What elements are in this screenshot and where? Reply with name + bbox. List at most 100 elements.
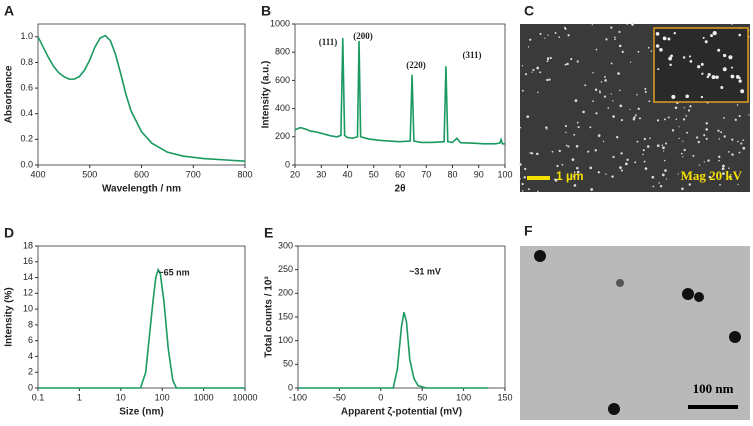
speck [729,175,732,179]
y-tick-label: 200 [275,131,290,141]
speck [531,71,533,73]
speck [686,131,689,134]
speck [682,118,686,121]
speck [527,46,530,48]
speck [742,139,745,141]
speck [740,142,743,145]
y-tick-label: 100 [278,335,293,345]
speck [700,95,704,99]
speck [638,117,642,120]
speck [717,129,720,132]
x-tick-label: 20 [290,169,300,179]
speck [738,151,741,154]
speck [573,171,576,173]
speck [651,175,655,179]
speck [738,33,742,37]
y-tick-label: 0 [285,159,290,169]
speck [565,131,567,134]
x-axis-label: 2θ [395,184,406,195]
y-tick-label: 250 [278,264,293,274]
speck [587,150,590,153]
speck [656,119,660,122]
particle [729,331,741,343]
y-tick-label: 300 [278,240,293,250]
speck [667,37,671,41]
speck [576,166,579,170]
speck [637,50,640,53]
speck [558,36,561,38]
speck [715,75,719,79]
speck [564,125,567,128]
speck [574,99,578,103]
x-tick-label: 700 [186,169,201,179]
speck [740,89,745,94]
speck [619,166,622,169]
speck [656,144,660,147]
speck [648,100,651,103]
speck [687,109,691,112]
y-tick-label: 6 [28,335,33,345]
data-line [298,312,489,389]
speck [742,146,746,150]
speck [589,166,593,170]
speck [600,81,603,83]
speck [734,118,737,122]
sem-info: Mag 20 kV [681,168,743,183]
speck [573,133,576,136]
annotation: ~65 nm [158,267,189,277]
speck [655,44,660,48]
speck [575,144,579,148]
speck [705,137,708,140]
speck [547,34,549,36]
speck [524,167,527,171]
y-tick-label: 150 [278,311,293,321]
annotation: (311) [463,50,482,60]
inset-texture [655,31,745,99]
speck [681,187,684,191]
speck [595,48,598,51]
speck [605,38,608,41]
speck [545,126,548,129]
x-tick-label: 10000 [232,392,257,402]
speck [663,159,666,162]
speck [748,114,750,116]
speck [614,38,616,41]
speck [549,56,552,60]
speck [663,150,665,152]
speck [738,76,741,80]
speck [683,107,685,109]
speck [610,62,613,65]
speck [536,66,540,70]
speck [546,128,548,130]
speck [731,23,733,25]
speck [719,183,721,186]
x-tick-label: 70 [421,169,431,179]
x-tick-label: 0.1 [32,392,45,402]
x-tick-label: 30 [316,169,326,179]
speck [682,140,684,142]
y-tick-label: 18 [23,240,33,250]
speck [728,167,730,169]
speck [537,91,539,94]
y-tick-label: 50 [283,359,293,369]
speck [644,90,647,93]
speck [659,184,663,188]
speck [612,100,614,102]
x-tick-label: 1000 [194,392,214,402]
speck [546,57,549,60]
speck [529,38,532,41]
speck [544,37,546,39]
speck [521,182,524,186]
speck [685,115,688,117]
x-tick-label: 100 [155,392,170,402]
speck [615,135,619,139]
y-tick-label: 800 [275,47,290,57]
annotation: (200) [353,31,373,41]
speck [689,105,692,108]
x-tick-label: -100 [289,392,307,402]
particle [608,403,620,415]
speck [577,126,580,129]
speck [688,183,691,186]
speck [697,140,701,144]
